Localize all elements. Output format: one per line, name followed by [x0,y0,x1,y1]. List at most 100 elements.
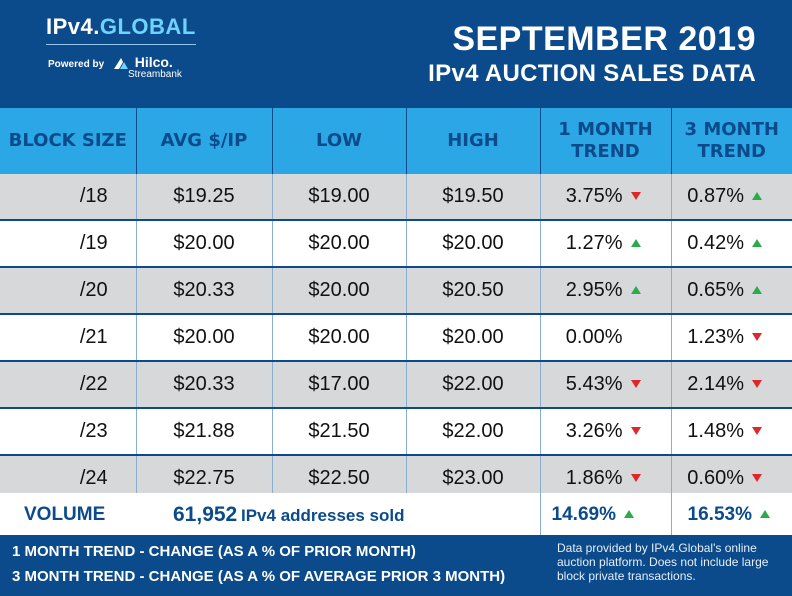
trend-1-month-cell: 3.26% [540,408,672,456]
volume-label: VOLUME [24,504,106,525]
high-price-cell: $20.00 [406,314,541,362]
trend-down-icon [752,427,762,435]
column-header-3-month-trend: 3 MONTH TREND [671,108,792,174]
column-header-avg: AVG $/IP [136,108,273,174]
logo-accent: GLOBAL [99,14,196,39]
column-header-high: HIGH [406,108,541,174]
volume-divider [540,493,541,535]
high-price-cell: $19.50 [406,174,541,221]
hilco-subtitle: Streambank [128,69,182,80]
column-header-low: LOW [272,108,407,174]
block-size-cell: /19 [0,220,137,268]
volume-count: 61,952 [173,503,238,526]
volume-trend-3-month: 16.53% [688,504,770,526]
block-size-cell: /18 [0,174,137,221]
trend-value: 0.65% [687,279,744,301]
block-size-cell: /23 [0,408,137,456]
low-price-cell: $20.00 [272,267,407,315]
trend-up-icon [752,286,762,294]
low-price-cell: $19.00 [272,174,407,221]
trend-up-icon [630,239,641,247]
high-price-cell: $20.50 [406,267,541,315]
header: IPv4.GLOBAL Powered by Hilco. Streambank… [0,0,792,108]
trend-value: 0.00% [565,326,623,348]
low-price-cell: $17.00 [272,361,407,409]
avg-price-cell: $20.33 [136,267,273,315]
avg-price-cell: $19.25 [136,174,273,221]
trend-down-icon [752,380,762,388]
trend-3-month-cell: 2.14% [671,361,792,409]
avg-price-cell: $20.00 [136,220,273,268]
trend-up-icon [630,286,641,294]
avg-price-cell: $20.00 [136,314,273,362]
trend-value: 3.26% [565,420,623,442]
trend-value: 0.60% [687,467,744,489]
avg-price-cell: $20.33 [136,361,273,409]
trend-3-month-cell: 0.87% [671,174,792,221]
trend-3-month-cell: 1.23% [671,314,792,362]
table-row: /18 $19.25 $19.00 $19.50 3.75% 0.87% [0,174,792,221]
volume-trend-1-month-value: 14.69% [551,504,616,525]
low-price-cell: $21.50 [272,408,407,456]
trend-value: 5.43% [565,373,623,395]
trend-1-month-cell: 2.95% [540,267,672,315]
volume-row: VOLUME 61,952 IPv4 addresses sold 14.69%… [0,493,792,535]
volume-divider [671,493,672,535]
trend-up-icon [752,239,762,247]
footnote-1-month: 1 MONTH TREND - CHANGE (AS A % OF PRIOR … [12,543,416,560]
low-price-cell: $20.00 [272,314,407,362]
trend-3-month-cell: 0.65% [671,267,792,315]
trend-1-month-cell: 5.43% [540,361,672,409]
trend-down-icon [630,380,641,388]
hilco-name: Hilco. [134,54,173,70]
trend-down-icon [630,427,641,435]
block-size-cell: /21 [0,314,137,362]
trend-down-icon [752,474,762,482]
volume-trend-3-month-value: 16.53% [687,504,752,525]
avg-price-cell: $21.88 [136,408,273,456]
trend-value: 2.14% [687,373,744,395]
page-title: SEPTEMBER 2019 [452,20,756,58]
high-price-cell: $22.00 [406,361,541,409]
footnote-3-month: 3 MONTH TREND - CHANGE (AS A % OF AVERAG… [12,568,506,585]
powered-by-label: Powered by [48,59,105,70]
powered-by-line: Powered by Hilco. [48,54,173,70]
trend-up-icon [760,510,770,518]
trend-up-icon [752,192,762,200]
low-price-cell: $20.00 [272,220,407,268]
logo-wordmark: IPv4.GLOBAL [46,14,196,40]
table-row: /20 $20.33 $20.00 $20.50 2.95% 0.65% [0,267,792,315]
column-header-block-size: BLOCK SIZE [0,108,137,174]
ipv4-global-logo: IPv4.GLOBAL Powered by Hilco. Streambank [46,14,196,80]
table-row: /19 $20.00 $20.00 $20.00 1.27% 0.42% [0,220,792,268]
trend-1-month-cell: 3.75% [540,174,672,221]
trend-1-month-cell: 0.00% [540,314,672,362]
trend-3-month-cell: 0.42% [671,220,792,268]
trend-value: 3.75% [565,185,623,207]
trend-down-icon [630,474,641,482]
table-row: /21 $20.00 $20.00 $20.00 0.00% 1.23% [0,314,792,362]
trend-value: 0.42% [687,232,744,254]
trend-value: 1.27% [565,232,623,254]
trend-value: 1.86% [565,467,623,489]
logo-prefix: IPv4. [46,14,100,39]
block-size-cell: /22 [0,361,137,409]
trend-value: 0.87% [687,185,744,207]
block-size-cell: /20 [0,267,137,315]
trend-value: 1.23% [687,326,744,348]
footer: 1 MONTH TREND - CHANGE (AS A % OF PRIOR … [0,535,792,596]
high-price-cell: $22.00 [406,408,541,456]
trend-1-month-cell: 1.27% [540,220,672,268]
trend-up-icon [624,510,634,518]
hilco-icon [113,58,128,69]
trend-3-month-cell: 1.48% [671,408,792,456]
trend-down-icon [752,333,762,341]
data-credit: Data provided by IPv4.Global's online au… [557,541,769,583]
logo-divider [46,44,196,45]
trend-value: 2.95% [565,279,623,301]
auction-table: BLOCK SIZE AVG $/IP LOW HIGH 1 MONTH TRE… [0,108,792,503]
table-row: /23 $21.88 $21.50 $22.00 3.26% 1.48% [0,408,792,456]
table-row: /22 $20.33 $17.00 $22.00 5.43% 2.14% [0,361,792,409]
table-header-row: BLOCK SIZE AVG $/IP LOW HIGH 1 MONTH TRE… [0,108,792,174]
